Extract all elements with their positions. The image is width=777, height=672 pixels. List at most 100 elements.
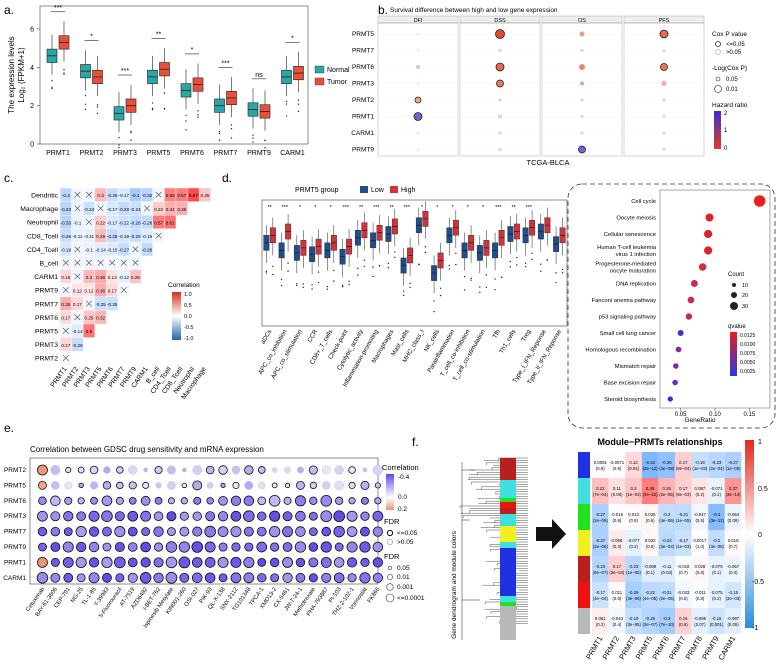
module-cell [641,530,659,556]
panel-f-tick-1: 1 [758,439,762,446]
corr-value: 0.12 [73,288,82,293]
corr-cell [129,269,142,284]
module-cell [641,478,659,504]
enrich-term: Oocyte meiosis [616,216,656,222]
module-cell [691,582,709,608]
module-cell-p: (0.07) [694,622,706,627]
corr-value: -0.25 [95,302,106,307]
module-cell-value: 0.013 [628,512,639,517]
drug-dot [256,541,268,553]
row-label-Macrophage: Macrophage [20,206,58,213]
module-swatch [578,452,590,478]
drug-dot [191,557,203,568]
module-cell [625,556,642,582]
drug-dot [257,557,267,567]
drug-dot [153,526,164,537]
gene-label-PRMT2: PRMT2 [352,97,374,104]
survival-dot-PRMT9 [416,148,420,151]
panel-c-legend: Correlation 1.0 0.5 0.0 -0.5 -1.0 [168,282,200,342]
corr-value: 0.32 [96,316,105,321]
drug-dot [359,541,371,553]
drug-dot [50,557,60,567]
module-cell [625,530,642,556]
drug-dot [140,557,151,568]
drug-dot [166,511,177,522]
drug-dot [347,573,357,583]
module-cell [708,478,725,504]
drug-dot [282,556,293,568]
module-cell [708,556,725,582]
drug-dot [37,557,48,568]
drug-dot [180,497,188,505]
drug-dot [140,541,151,553]
drug-dot [205,511,216,522]
legend-cox-ns-mark [715,49,721,55]
module-cell-value: 0.11 [613,486,622,491]
gene-label-PRMT9: PRMT9 [352,147,374,154]
panel-e-fdr2-mark-1 [387,565,393,571]
drug-dot [257,496,267,506]
module-cell-value: -0.36 [662,460,672,465]
drug-dot [50,542,61,552]
module-cell [675,530,692,556]
module-cell-value: -0.2 [713,538,721,543]
module-cell-p: (3e−07) [643,622,658,627]
drug-dot [256,526,267,537]
gene-label-PRMT7: PRMT7 [352,48,374,55]
panel-f-col-labels: PRMT1PRMT2PRMT3PRMT5PRMT6PRMT7PRMT8PRMT9… [584,635,737,662]
module-cell-p: (0.08) [611,492,623,497]
gene-label-PRMT6: PRMT6 [352,64,374,71]
drug-dot [244,465,254,475]
drug-dot [282,572,293,583]
gene-label-CARM1: CARM1 [3,575,26,582]
panel-label-c: c. [4,171,13,185]
ns-cross-icon [74,191,81,198]
legend-normal-swatch [314,65,325,74]
module-cell-value: 0.061 [595,616,606,621]
module-cell-value: -0.17 [595,590,605,595]
survival-dot-PRMT1 [580,114,584,119]
corr-cell [106,296,119,311]
survival-dot-PRMT7 [580,48,584,53]
legend-logp-title: -Log(Cox P) [712,65,747,72]
module-cell-p: (0.1) [712,570,721,575]
drug-dot [374,497,382,505]
drug-dot [153,557,164,568]
drug-dot [114,556,126,569]
module-color-segment [500,498,516,502]
drug-dot [217,556,229,568]
panel-c-legend-bar [172,292,181,340]
module-cell-value: 0.17 [613,564,622,569]
corr-value: -0.11 [72,234,83,239]
drug-dot [178,556,191,569]
module-cell [592,530,609,556]
module-cell-value: -0.018 [677,564,690,569]
module-cell-value: 0.16 [679,616,688,621]
module-cell [641,556,659,582]
corr-value: -0.1 [85,248,93,253]
module-cell [608,582,626,608]
corr-value: 0.13 [108,275,117,280]
module-cell-p: (3e−05) [709,544,724,549]
survival-dot-CARM1 [416,131,420,135]
drug-dot [181,482,188,489]
drug-dot [320,541,332,553]
enrich-q-2: 0.0075 [740,351,756,357]
enrich-term: Human T-cell leukemia [597,245,657,251]
corr-value: -0.32 [142,193,153,198]
corr-value: -0.1 [73,220,81,225]
ns-cross-icon [120,259,127,266]
gene-label-PRMT2: PRMT2 [4,467,26,474]
drug-dot [309,481,317,490]
module-cell-p: (3e−22) [643,492,658,497]
drug-dot [191,541,204,553]
drug-dot [78,482,84,489]
legend-high-label: High [401,187,416,194]
module-cell-value: -0.27 [728,460,738,465]
drug-dot [359,572,371,584]
enrich-qvalue-title: qvalue [728,324,746,330]
drug-dot [268,495,281,507]
module-cell [608,504,626,530]
module-cell [691,504,709,530]
module-cell-value: -0.21 [678,512,688,517]
